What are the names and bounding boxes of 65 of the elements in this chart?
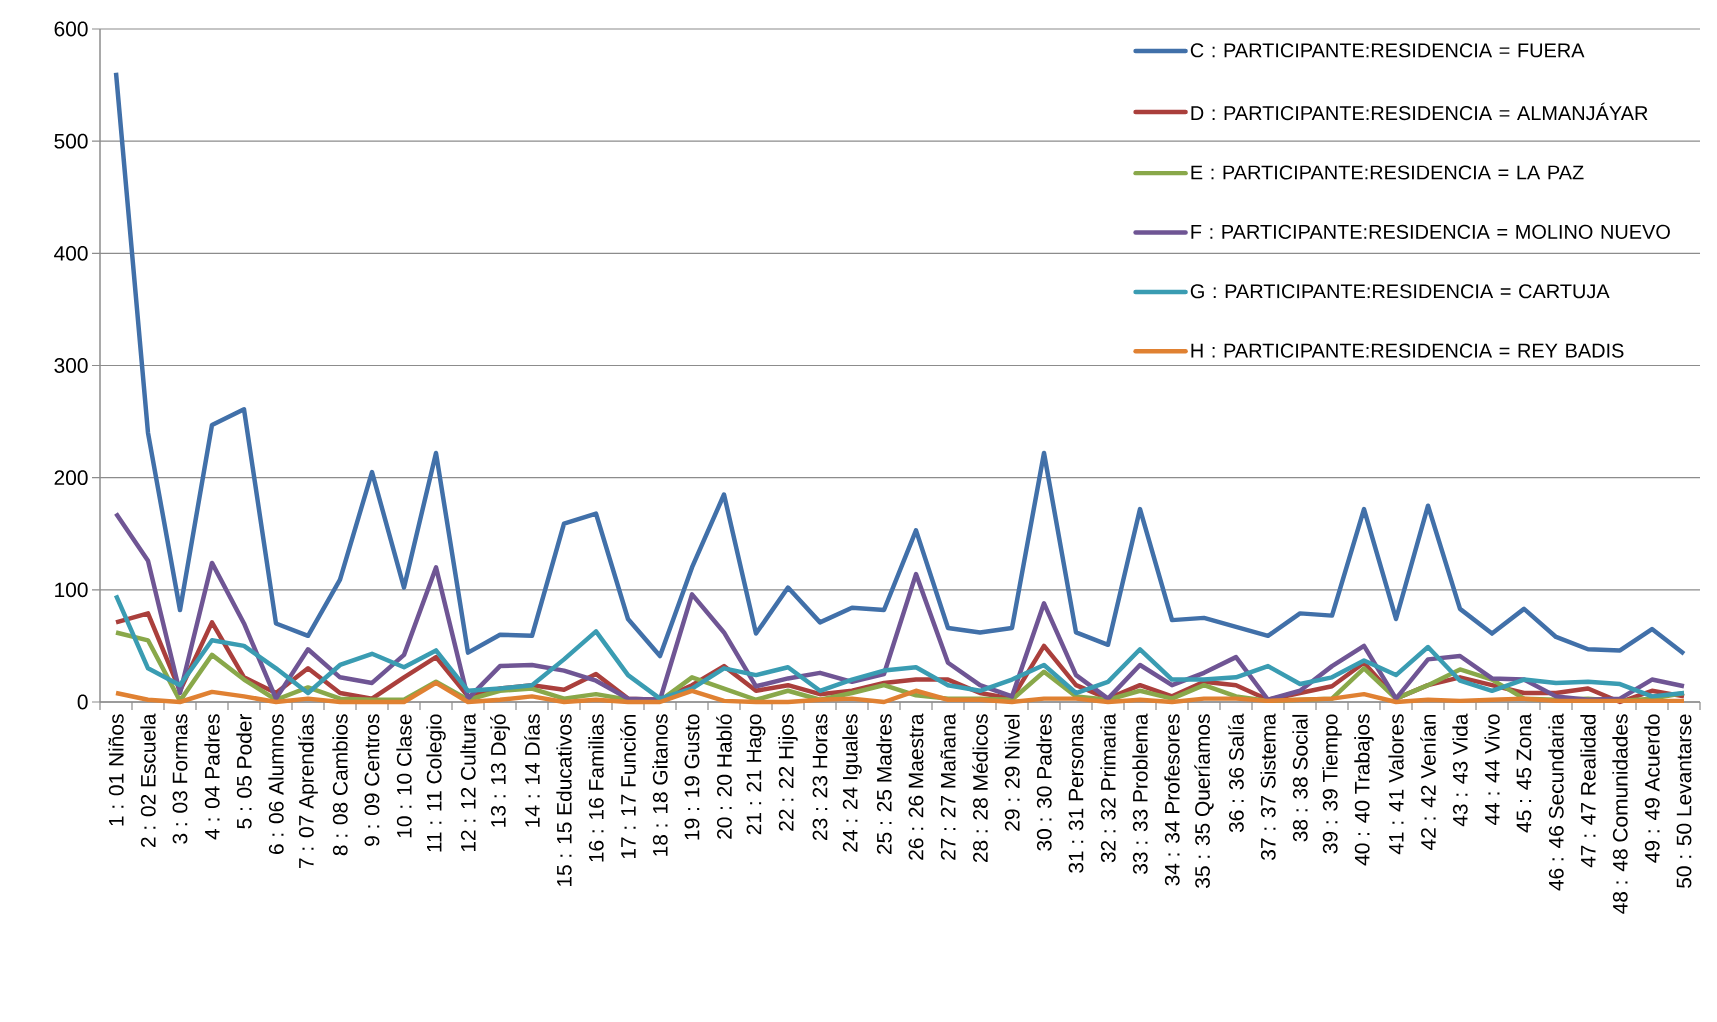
- x-tick-label: 39 : 39 Tiempo: [1322, 714, 1342, 854]
- legend-label: F : PARTICIPANTE:RESIDENCIA = MOLINO NUEVO: [1191, 224, 1670, 239]
- x-tick-label: 4 : 04 Padres: [204, 714, 220, 840]
- x-tick-label: 49 : 49 Acuerdo: [1644, 714, 1660, 863]
- x-tick-label: 43 : 43 Vida: [1452, 713, 1468, 827]
- legend-label: H : PARTICIPANTE:RESIDENCIA = REY BADIS: [1191, 343, 1624, 358]
- x-tick-label: 45 : 45 Zona: [1516, 713, 1532, 833]
- x-tick-label: 1 : 01 Niños: [108, 714, 124, 826]
- x-tick-label: 30 : 30 Padres: [1036, 714, 1052, 851]
- y-tick-label: 300: [54, 358, 88, 373]
- legend-label: E : PARTICIPANTE:RESIDENCIA = LA PAZ: [1191, 165, 1584, 180]
- x-tick-label: 8 : 08 Cambios: [332, 714, 348, 856]
- legend-label: D : PARTICIPANTE:RESIDENCIA = ALMANJÁYAR: [1191, 102, 1648, 121]
- x-tick-label: 48 : 48 Comunidades: [1612, 714, 1628, 914]
- x-tick-label: 36 : 36 Salía: [1228, 713, 1244, 833]
- x-tick-label: 27 : 27 Mañana: [940, 713, 956, 860]
- x-tick-label: 29 : 29 Nivel: [1004, 714, 1020, 831]
- x-tick-label: 11 : 11 Colegio: [426, 714, 446, 852]
- x-tick-label: 35 : 35 Queríamos: [1194, 714, 1214, 888]
- y-tick-label: 600: [54, 21, 88, 37]
- x-tick-label: 25 : 25 Madres: [876, 714, 892, 854]
- x-tick-label: 18 : 18 Gitanos: [652, 714, 668, 856]
- x-tick-label: 34 : 34 Profesores: [1164, 714, 1180, 886]
- x-tick-label: 33 : 33 Problema: [1132, 713, 1148, 874]
- line-series: [113, 511, 1687, 702]
- legend-label: C : PARTICIPANTE:RESIDENCIA = FUERA: [1190, 43, 1585, 58]
- legend-label: G : PARTICIPANTE:RESIDENCIA = CARTUJA: [1190, 284, 1610, 299]
- x-tick-label: 21 : 21 Hago: [746, 714, 766, 835]
- x-tick-label: 40 : 40 Trabajos: [1354, 714, 1374, 866]
- x-tick-label: 38 : 38 Social: [1292, 714, 1308, 842]
- y-tick-label: 0: [77, 694, 88, 710]
- x-tick-label: 26 : 26 Maestra: [908, 713, 924, 860]
- y-tick-label: 200: [54, 470, 88, 486]
- x-tick-label: 3 : 03 Formas: [172, 714, 188, 844]
- y-tick-label: 100: [55, 582, 88, 598]
- x-tick-label: 37 : 37 Sistema: [1260, 713, 1276, 861]
- x-tick-label: 9 : 09 Centros: [364, 714, 380, 846]
- x-tick-label: 24 : 24 Iguales: [842, 714, 862, 852]
- x-tick-label: 23 : 23 Horas: [812, 714, 828, 841]
- x-tick-label: 2 : 02 Escuela: [140, 713, 156, 847]
- x-tick-label: 46 : 46 Secundaria: [1548, 713, 1564, 891]
- y-tick-label: 400: [54, 245, 88, 261]
- x-tick-label: 28 : 28 Médicos: [972, 714, 988, 863]
- x-tick-label: 20 : 20 Habló: [716, 714, 732, 839]
- line-series: [113, 593, 1687, 701]
- x-tick-label: 17 : 17 Función: [620, 714, 636, 859]
- x-tick-label: 6 : 06 Alumnos: [268, 714, 284, 854]
- x-tick-label: 10 : 10 Clase: [396, 714, 412, 838]
- x-tick-label: 50 : 50 Levantarse: [1676, 714, 1692, 888]
- x-tick-label: 14 : 14 Días: [524, 714, 540, 827]
- x-tick-label: 22 : 22 Hijos: [778, 714, 798, 831]
- x-tick-label: 42 : 42 Venían: [1420, 714, 1436, 850]
- x-tick-label: 44 : 44 Vivo: [1484, 714, 1500, 826]
- y-tick-label: 500: [54, 133, 88, 149]
- x-tick-label: 13 : 13 Dejó: [490, 714, 510, 827]
- x-tick-label: 7 : 07 Aprendías: [298, 714, 318, 868]
- x-tick-label: 12 : 12 Cultura: [460, 713, 476, 852]
- x-tick-label: 19 : 19 Gusto: [684, 714, 700, 840]
- x-tick-label: 5 : 05 Poder: [236, 713, 252, 829]
- x-tick-label: 15 : 15 Educativos: [556, 714, 572, 886]
- x-tick-label: 47 : 47 Realidad: [1580, 714, 1596, 868]
- x-tick-label: 31 : 31 Personas: [1068, 714, 1084, 873]
- x-tick-label: 41 : 41 Valores: [1388, 714, 1404, 855]
- x-tick-label: 16 : 16 Familias: [588, 714, 604, 862]
- x-tick-label: 32 : 32 Primaria: [1100, 713, 1116, 863]
